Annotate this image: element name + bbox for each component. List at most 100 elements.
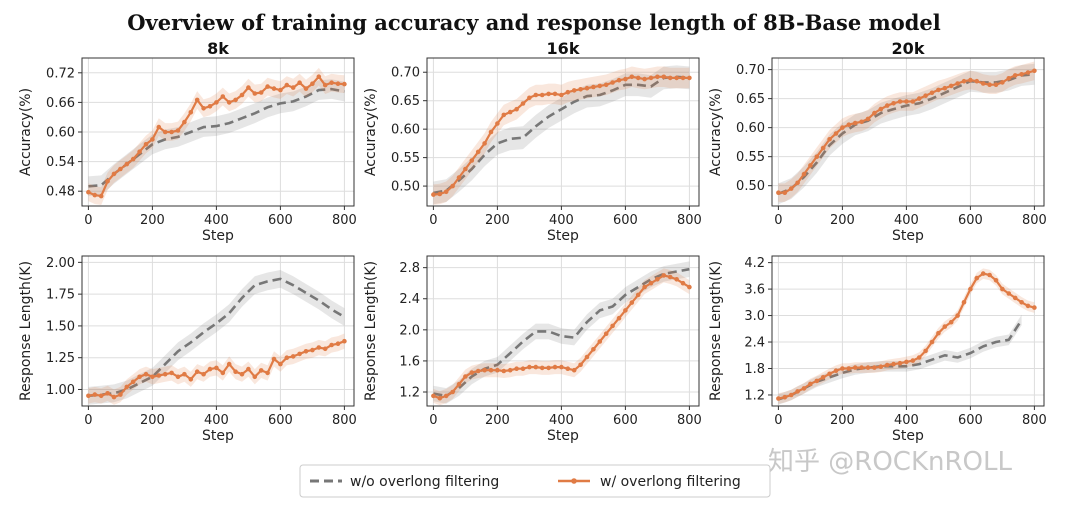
data-point	[162, 129, 168, 135]
data-point	[437, 395, 443, 401]
x-tick-label: 200	[140, 213, 165, 228]
data-point	[482, 141, 487, 146]
data-point	[233, 369, 238, 375]
x-axis-label: Step	[202, 428, 234, 444]
x-tick-label: 600	[268, 213, 293, 228]
data-point	[936, 87, 941, 93]
x-tick-label: 200	[140, 413, 165, 428]
data-point	[910, 99, 916, 104]
data-point	[1019, 72, 1024, 77]
data-point	[226, 100, 232, 105]
data-point	[987, 82, 992, 87]
data-point	[642, 284, 647, 290]
data-point	[92, 192, 98, 198]
data-point	[904, 99, 909, 104]
x-tick-label: 400	[204, 213, 229, 228]
data-point	[527, 95, 532, 101]
x-tick-label: 800	[1022, 213, 1047, 228]
x-axis-label: Step	[202, 228, 234, 244]
data-point	[897, 99, 903, 104]
data-point	[450, 183, 455, 189]
y-tick-label: 2.0	[399, 323, 420, 338]
plot-area	[776, 61, 1037, 205]
data-point	[118, 166, 123, 172]
data-point	[968, 286, 973, 292]
data-point	[450, 389, 455, 395]
axes-frame	[426, 255, 700, 407]
data-point	[220, 370, 226, 376]
series-line-1	[433, 267, 690, 398]
data-point	[284, 82, 290, 88]
x-tick-label: 200	[830, 213, 855, 228]
data-point	[552, 364, 558, 370]
data-point	[533, 364, 539, 370]
data-point	[782, 394, 788, 400]
confidence-band-series-1	[88, 270, 345, 405]
data-point	[827, 371, 832, 377]
data-point	[591, 84, 596, 90]
data-point	[258, 90, 264, 95]
data-point	[603, 82, 609, 88]
data-point	[201, 106, 206, 111]
y-tick-label: 0.65	[736, 92, 765, 107]
y-tick-label: 0.60	[391, 123, 420, 138]
data-point	[801, 386, 807, 391]
data-point	[514, 106, 519, 112]
x-tick-label: 200	[485, 213, 510, 228]
data-point	[156, 124, 162, 130]
data-point	[782, 190, 788, 195]
data-point	[124, 161, 130, 167]
x-tick-label: 800	[677, 413, 702, 428]
data-point	[923, 93, 928, 98]
data-point	[443, 189, 449, 195]
y-tick-label: 0.60	[46, 126, 75, 141]
data-point	[865, 116, 871, 122]
data-point	[111, 171, 117, 177]
data-point	[974, 78, 980, 84]
data-point	[86, 393, 91, 399]
y-tick-label: 1.75	[46, 288, 75, 303]
data-point	[546, 91, 551, 97]
data-point	[258, 368, 264, 373]
data-point	[801, 171, 807, 177]
data-point	[820, 375, 826, 380]
data-point	[475, 149, 481, 155]
data-point	[942, 85, 948, 91]
x-tick-label: 800	[332, 213, 357, 228]
y-axis-label: Accuracy(%)	[708, 88, 724, 176]
data-point	[655, 277, 660, 282]
data-point	[1019, 300, 1024, 305]
data-point	[488, 129, 494, 135]
data-point	[655, 74, 660, 80]
data-point	[648, 280, 654, 286]
data-point	[616, 77, 622, 83]
data-point	[616, 315, 622, 321]
y-tick-label: 4.2	[744, 256, 765, 271]
data-point	[642, 76, 647, 82]
data-point	[904, 359, 909, 365]
data-point	[284, 355, 290, 361]
data-point	[130, 379, 136, 385]
data-point	[194, 369, 200, 375]
data-point	[111, 394, 117, 400]
data-point	[929, 339, 935, 345]
axes-frame	[426, 57, 700, 207]
x-tick-label: 0	[774, 213, 782, 228]
y-tick-label: 0.48	[46, 185, 75, 200]
data-point	[290, 85, 296, 90]
data-point	[1032, 305, 1037, 310]
data-point	[661, 74, 667, 80]
data-point	[565, 366, 571, 372]
data-point	[143, 371, 149, 377]
data-point	[539, 365, 545, 371]
y-tick-label: 1.50	[46, 319, 75, 334]
data-point	[955, 81, 960, 86]
data-point	[86, 189, 91, 195]
data-point	[961, 300, 967, 305]
y-tick-label: 1.2	[399, 386, 420, 401]
data-point	[1000, 80, 1005, 85]
data-point	[169, 370, 174, 376]
y-tick-label: 3.0	[744, 309, 765, 324]
y-axis-label: Accuracy(%)	[18, 88, 34, 176]
data-point	[297, 351, 302, 357]
